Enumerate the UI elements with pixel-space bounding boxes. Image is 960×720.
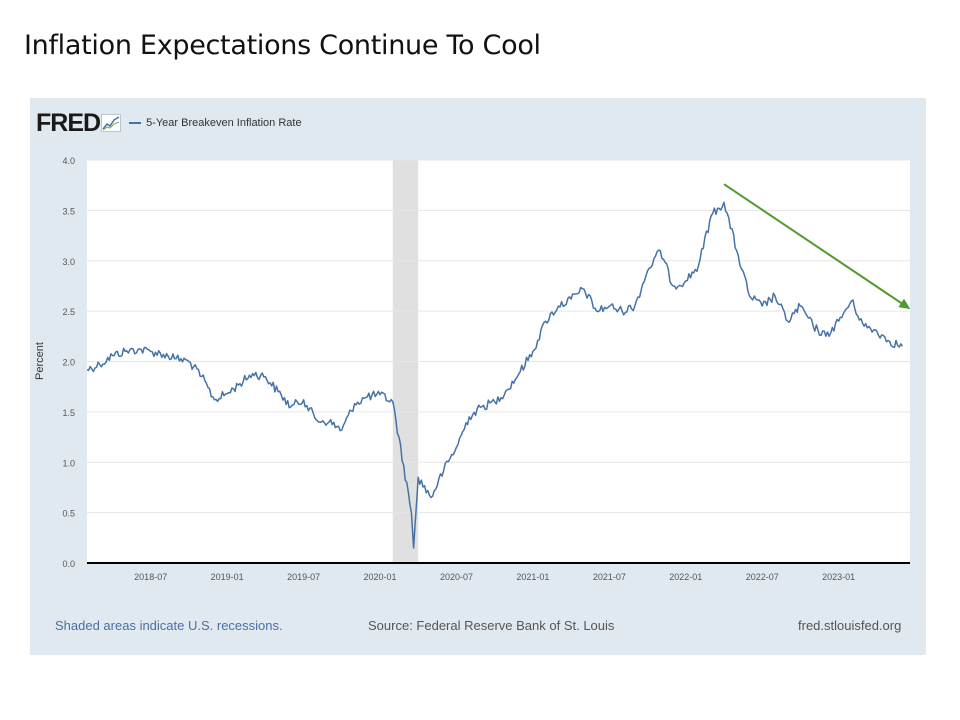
chart-svg: 0.0 0.5 1.0 1.5 2.0 2.5 3.0 3.5 4.0 2018-07 2019-… (34, 156, 911, 582)
y-tick-label: 2.0 (62, 358, 75, 368)
slide-title: Inflation Expectations Continue To Cool (24, 30, 541, 61)
recession-note: Shaded areas indicate U.S. recessions. (55, 618, 283, 633)
series-layer (86, 201, 904, 549)
x-tick-label: 2018-07 (134, 572, 167, 582)
trend-arrow-layer (723, 183, 911, 310)
x-tick-label: 2019-01 (211, 572, 244, 582)
fred-chart-panel: FRED 5-Year Breakeven Inflation Rate 0.0… (30, 98, 926, 655)
source-note: Source: Federal Reserve Bank of St. Loui… (368, 618, 615, 633)
x-tick-label: 2020-01 (364, 572, 397, 582)
y-tick-label: 2.5 (62, 307, 75, 317)
legend-swatch (129, 122, 142, 124)
x-tick-label: 2020-07 (440, 572, 473, 582)
x-tick-label: 2019-07 (287, 572, 320, 582)
x-tick-label: 2022-01 (669, 572, 702, 582)
chart-header: FRED 5-Year Breakeven Inflation Rate (36, 110, 302, 136)
x-tick-labels: 2018-07 2019-01 2019-07 2020-01 2020-07 2021-… (134, 572, 855, 582)
y-tick-label: 4.0 (62, 156, 75, 166)
grid-layer (87, 159, 910, 564)
y-tick-label: 1.0 (62, 458, 75, 468)
trend-arrow-line (723, 183, 905, 306)
x-tick-label: 2021-07 (593, 572, 626, 582)
legend-label[interactable]: 5-Year Breakeven Inflation Rate (146, 117, 302, 129)
y-tick-label: 0.5 (62, 509, 75, 519)
x-tick-label: 2022-07 (746, 572, 779, 582)
fred-chart-icon (101, 114, 122, 132)
fred-logo[interactable]: FRED (36, 108, 101, 137)
y-tick-labels: 0.0 0.5 1.0 1.5 2.0 2.5 3.0 3.5 4.0 (62, 156, 75, 569)
y-tick-label: 0.0 (62, 559, 75, 569)
y-tick-label: 3.0 (62, 257, 75, 267)
x-tick-label: 2023-01 (822, 572, 855, 582)
x-tick-label: 2021-01 (516, 572, 549, 582)
fred-site-link[interactable]: fred.stlouisfed.org (798, 618, 902, 633)
y-tick-label: 3.5 (62, 206, 75, 216)
y-axis-label: Percent (34, 342, 46, 380)
trend-arrow-head (898, 298, 911, 310)
y-tick-label: 1.5 (62, 408, 75, 418)
series-line (86, 201, 904, 549)
